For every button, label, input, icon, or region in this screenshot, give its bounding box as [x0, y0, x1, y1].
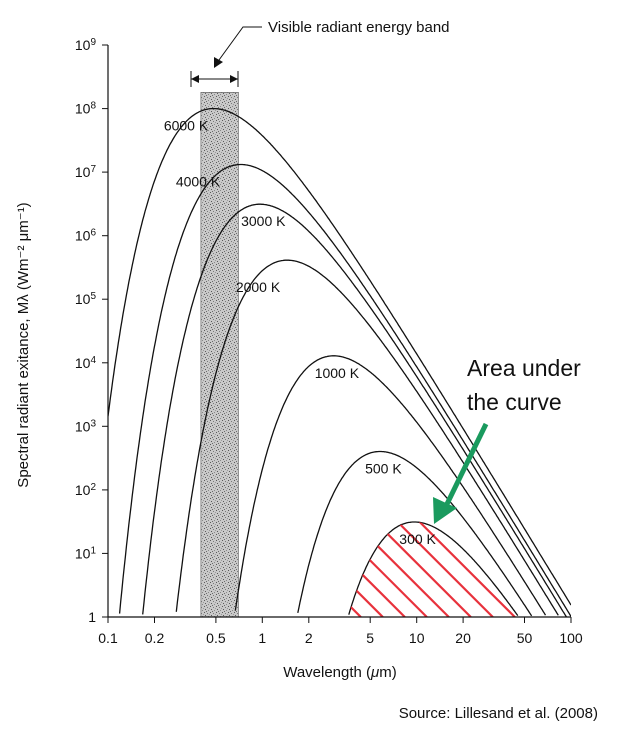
x-tick-label: 1 [258, 630, 266, 646]
x-tick-label: 0.2 [145, 630, 165, 646]
curve-1000k [234, 355, 547, 616]
visible-band-rect [200, 92, 239, 618]
curve-label-1000k: 1000 K [315, 365, 360, 381]
annotation-arrow-icon [444, 422, 489, 506]
source-text: Source: Lillesand et al. (2008) [399, 705, 598, 722]
curve-500k [297, 450, 533, 617]
x-tick-label: 20 [455, 630, 471, 646]
x-axis-title: Wavelength (μm) [283, 664, 397, 681]
hatch-line [418, 522, 516, 617]
x-tick-label: 10 [409, 630, 425, 646]
hatch-line [348, 522, 384, 617]
x-tick-label: 50 [517, 630, 533, 646]
x-tick-label: 0.1 [98, 630, 118, 646]
y-tick-label: 101 [75, 545, 97, 562]
x-tick-label: 2 [305, 630, 313, 646]
x-tick-label: 0.5 [206, 630, 226, 646]
annotation-arrowhead-icon [433, 497, 457, 524]
annotation-line-1: Area under [467, 355, 581, 381]
curve-6000k [108, 107, 571, 606]
area-annotation: Area under the curve [433, 355, 581, 524]
y-tick-label: 108 [75, 100, 97, 117]
annotation-line-2: the curve [467, 389, 562, 415]
hatch-line [396, 522, 494, 617]
curve-label-300k: 300 K [399, 531, 436, 547]
hatch-line [348, 522, 428, 617]
visible-band-label: Visible radiant energy band [268, 19, 450, 36]
axes [107, 45, 571, 618]
curve-label-3000k: 3000 K [241, 213, 286, 229]
curve-300k [348, 521, 519, 616]
y-tick-label: 106 [75, 227, 97, 244]
visible-band-callout: Visible radiant energy band [190, 19, 450, 87]
y-ticks: 1 101 102 103 104 105 106 107 108 109 [75, 37, 108, 625]
y-tick-label: 107 [75, 164, 97, 181]
y-tick-label: 102 [75, 481, 97, 498]
y-tick-label: 104 [75, 354, 97, 371]
curve-2000k [175, 259, 559, 616]
curve-label-500k: 500 K [365, 461, 402, 477]
curve-label-6000k: 6000 K [164, 118, 209, 134]
curve-4000k [118, 163, 571, 617]
x-tick-label: 5 [366, 630, 374, 646]
x-tick-label: 100 [559, 630, 583, 646]
curve-3000k [142, 203, 567, 617]
hatch-line [244, 522, 339, 617]
hatch-line [348, 522, 362, 617]
x-ticks: 0.1 0.2 0.5 1 2 5 10 20 50 100 [98, 617, 583, 646]
y-tick-label: 105 [75, 291, 97, 308]
hatch-line [374, 522, 472, 617]
curve-labels: 6000 K 4000 K 3000 K 2000 K 1000 K 500 K 300 K [164, 118, 437, 548]
curve-label-2000k: 2000 K [236, 279, 281, 295]
y-tick-label: 1 [88, 609, 96, 625]
curve-label-4000k: 4000 K [176, 174, 221, 190]
y-axis-title: Spectral radiant exitance, Mλ (Wm⁻² μm⁻¹… [15, 202, 32, 487]
y-tick-label: 109 [75, 37, 97, 54]
planck-curves [108, 107, 571, 617]
y-tick-label: 103 [75, 418, 97, 435]
